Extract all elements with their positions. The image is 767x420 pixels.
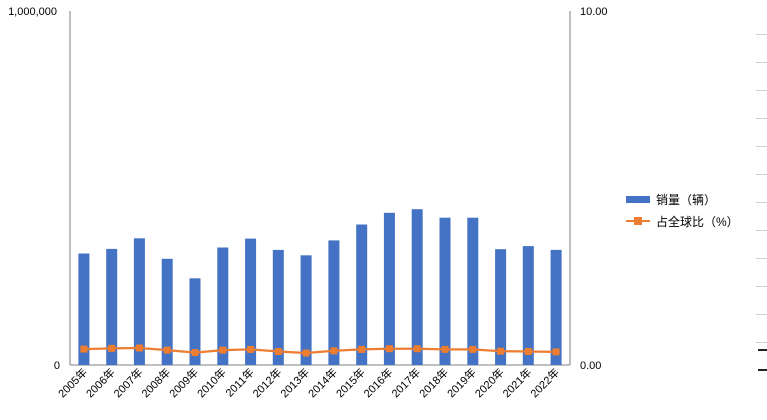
bar-2020年: [495, 249, 507, 365]
sheet-gridline: [756, 314, 767, 315]
bar-series: [78, 209, 562, 365]
legend-swatch-share: [626, 217, 650, 225]
x-tick-label: 2010年: [194, 365, 229, 400]
x-tick-labels: 2005年2006年2007年2008年2009年2010年2011年2012年…: [55, 365, 562, 400]
x-tick-label: 2015年: [333, 365, 368, 400]
x-tick-label: 2014年: [305, 365, 340, 400]
share-point-2018年: [441, 345, 449, 353]
bar-2018年: [439, 217, 451, 365]
sheet-gridline: [756, 286, 767, 287]
right-tick-label-max: 10.00: [580, 6, 608, 18]
bar-2014年: [328, 240, 340, 365]
x-tick-label: 2019年: [444, 365, 479, 400]
share-point-2008年: [163, 346, 171, 354]
x-tick-label: 2008年: [138, 365, 173, 400]
bar-2006年: [106, 248, 118, 365]
bar-2022年: [550, 249, 562, 365]
bar-2015年: [356, 224, 368, 365]
x-tick-label: 2016年: [361, 365, 396, 400]
legend-label-share: 占全球比（%）: [656, 214, 739, 229]
x-tick-label: 2020年: [472, 365, 507, 400]
sheet-gridline: [756, 62, 767, 63]
bar-2010年: [217, 247, 229, 365]
left-tick-label-zero: 0: [54, 360, 60, 372]
bar-2005年: [78, 253, 90, 365]
sheet-gridline: [756, 258, 767, 259]
x-tick-label: 2011年: [222, 365, 256, 399]
legend-item-share: 占全球比（%）: [626, 210, 739, 232]
sheet-gridline: [756, 230, 767, 231]
bar-2019年: [467, 217, 479, 365]
bar-2021年: [522, 246, 534, 365]
share-point-2009年: [191, 349, 199, 357]
x-tick-label: 2018年: [416, 365, 451, 400]
legend-label-sales: 销量（辆）: [656, 192, 717, 207]
bar-2011年: [245, 238, 257, 365]
share-point-2019年: [469, 345, 477, 353]
bar-2017年: [411, 209, 423, 365]
share-point-2013年: [302, 349, 310, 357]
share-point-2014年: [330, 347, 338, 355]
share-point-2007年: [135, 344, 143, 352]
share-point-2011年: [247, 345, 255, 353]
bar-2007年: [133, 238, 145, 365]
share-point-2015年: [358, 345, 366, 353]
legend-item-sales: 销量（辆）: [626, 188, 739, 210]
sheet-gridline: [756, 34, 767, 35]
x-tick-label: 2007年: [111, 365, 146, 400]
line-series: [80, 344, 560, 357]
share-point-2017年: [413, 345, 421, 353]
legend-swatch-sales: [626, 195, 650, 203]
share-point-2016年: [385, 345, 393, 353]
right-tick-label-zero: 0.00: [580, 360, 601, 372]
sheet-gridline: [756, 146, 767, 147]
share-point-2021年: [524, 348, 532, 355]
sheet-gridline: [756, 90, 767, 91]
bar-2012年: [272, 249, 284, 365]
share-point-2012年: [274, 348, 282, 355]
x-tick-label: 2006年: [83, 365, 118, 400]
bar-2013年: [300, 255, 312, 365]
sheet-gridline: [756, 118, 767, 119]
left-tick-label-max: 1,000,000: [8, 6, 57, 18]
sheet-marker: [758, 369, 767, 371]
bar-2009年: [189, 278, 201, 365]
share-point-2006年: [108, 344, 116, 352]
sheet-gridline: [756, 174, 767, 175]
share-point-2010年: [219, 346, 227, 354]
x-tick-label: 2021年: [499, 365, 534, 400]
share-point-2022年: [552, 348, 560, 356]
x-tick-label: 2022年: [527, 365, 562, 400]
share-line: [83, 346, 557, 355]
x-tick-label: 2013年: [277, 365, 312, 400]
sheet-marker: [758, 349, 767, 351]
bar-2016年: [383, 212, 395, 365]
x-tick-label: 2009年: [166, 365, 201, 400]
sheet-gridline: [756, 202, 767, 203]
x-tick-label: 2005年: [55, 365, 90, 400]
legend: 销量（辆） 占全球比（%）: [626, 188, 739, 232]
sheet-gridline: [756, 342, 767, 343]
share-point-2005年: [80, 345, 88, 353]
x-tick-label: 2012年: [249, 365, 284, 400]
share-point-2020年: [497, 347, 505, 355]
bar-2008年: [161, 258, 173, 365]
x-tick-label: 2017年: [388, 365, 423, 400]
